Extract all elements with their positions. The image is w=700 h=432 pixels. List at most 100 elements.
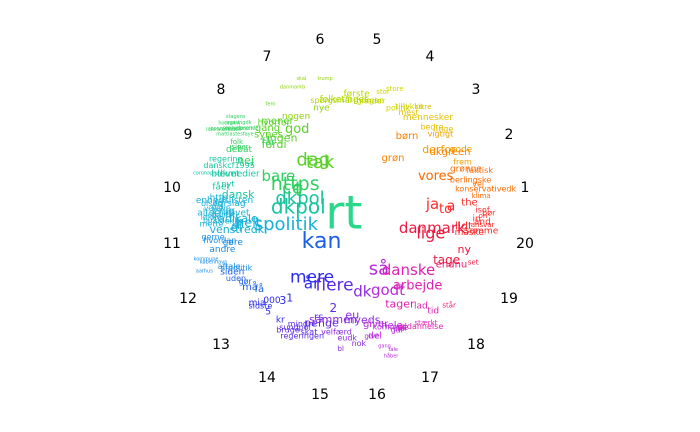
word-16-2: nok <box>352 339 367 348</box>
word-11-10: alternativet <box>197 208 250 218</box>
word-8-7: dag <box>296 149 330 170</box>
word-7-0: nogen <box>282 112 310 122</box>
word-14-8: mia <box>249 298 266 308</box>
word-11-13: pia <box>211 202 223 211</box>
word-7-2: skal <box>296 76 306 82</box>
word-9-1: t <box>295 177 303 201</box>
word-3-1: derfor <box>422 143 456 156</box>
word-11-0: spolitik <box>254 214 319 235</box>
word-10-6: dkmedier <box>217 169 260 179</box>
word-10-4: coronapas <box>193 171 219 177</box>
word-10-5: blevet <box>211 170 240 180</box>
cluster-label-3: 3 <box>472 82 481 98</box>
word-8-2: gang <box>255 123 280 134</box>
word-17-2: se <box>398 323 409 333</box>
word-9-0: co <box>282 178 303 199</box>
extra-word-0: dkgreen <box>429 147 470 158</box>
word-1-10: lidt <box>455 219 473 232</box>
word-20-3: set <box>468 258 479 266</box>
word-9-14: stagens <box>226 114 246 120</box>
word-1-5: bør <box>482 208 496 217</box>
word-9-6: siger <box>231 143 248 151</box>
cluster-label-10: 10 <box>163 180 181 196</box>
word-11-12: venstre <box>204 205 230 213</box>
word-4-2: mennesker <box>403 113 453 123</box>
word-9-10: bonnyongelbrech <box>210 126 254 132</box>
word-8-8: god <box>285 122 309 137</box>
word-10-2: fået <box>212 182 230 193</box>
word-4-3: bedre <box>420 123 443 132</box>
word-1-3: to <box>439 202 452 217</box>
word-4-1: sikre <box>415 103 432 111</box>
word-18-5: uddannelse <box>397 322 444 331</box>
word-11-6: larsloekke <box>203 217 244 226</box>
cluster-label-11: 11 <box>163 236 181 252</box>
word-16-0: dk <box>353 282 372 300</box>
word-8-3: ingen <box>267 132 298 145</box>
word-15-5: regeringen <box>280 331 324 340</box>
word-3-3: frem <box>453 158 472 167</box>
word-9-11: hounskw <box>218 120 240 126</box>
word-20-1: lige <box>416 224 445 243</box>
word-7-1: danmarkb <box>280 85 305 91</box>
word-2-4: vej <box>472 180 484 189</box>
word-1-7: in <box>472 214 480 224</box>
word-16-1: myeds <box>344 314 381 327</box>
word-1-12: måske <box>455 227 485 238</box>
word-5-0: glæder <box>357 96 386 105</box>
word-17-7: tale <box>388 347 398 353</box>
word-13-0: kan <box>302 229 342 254</box>
word-9-15: får <box>262 135 277 148</box>
word-11-15: forslag <box>215 199 246 209</box>
word-14-1: mere <box>290 268 334 288</box>
word-5-2: store <box>386 85 404 93</box>
extra-word-3: dkpol <box>275 188 324 209</box>
word-17-12: give <box>364 333 379 341</box>
word-18-2: tid <box>427 307 439 317</box>
word-14-0: år <box>304 275 320 293</box>
word-17-9: gang <box>378 343 391 349</box>
word-20-4: tage <box>433 253 460 267</box>
word-15-1: flere <box>315 275 353 295</box>
word-10-8: regering <box>209 154 243 163</box>
word-6-0: spørgsmål <box>310 95 351 105</box>
cluster-label-12: 12 <box>179 291 197 307</box>
word-2-1: grønne <box>450 165 482 175</box>
word-5-1: stor <box>376 88 390 96</box>
word-15-4: skat <box>301 328 318 337</box>
word-18-6: tager <box>385 297 415 310</box>
word-8-0: fordi <box>262 138 287 151</box>
word-9-2: nej <box>237 154 254 167</box>
word-6-2: første <box>344 90 371 100</box>
word-11-3: sf <box>232 221 241 232</box>
word-18-3: lad <box>414 301 428 311</box>
word-12-1: aftale <box>218 262 241 271</box>
word-12-8: gerne <box>202 233 225 242</box>
word-4-0: mest <box>398 108 418 117</box>
word-9-12: sophielosehde <box>222 126 258 132</box>
word-16-6: velfærd <box>321 328 352 337</box>
word-9-3: bare <box>262 167 296 185</box>
word-12-5: andre <box>209 245 235 255</box>
word-9-9: mattiastesfaye <box>216 132 253 138</box>
word-3-0: vigtigt <box>428 130 454 139</box>
cluster-label-7: 7 <box>263 49 272 65</box>
word-1-11: samme <box>465 227 499 237</box>
word-13-4: uden <box>226 274 246 283</box>
word-11-16: enhedslisten <box>196 196 253 206</box>
cluster-label-9: 9 <box>184 127 193 143</box>
cluster-label-20: 20 <box>516 236 534 252</box>
word-6-3: morgen <box>353 96 384 105</box>
word-6-1: folketinget <box>320 95 369 105</box>
word-20-0: danmark <box>399 219 466 237</box>
word-1-9: ansvar <box>471 221 495 229</box>
word-2-6: klima <box>472 192 491 200</box>
cluster-label-17: 17 <box>421 370 439 386</box>
word-1-8: and <box>474 218 491 228</box>
extra-word-2: grøn <box>382 153 405 164</box>
word-19-1: står <box>442 301 456 310</box>
cluster-label-16: 16 <box>368 387 386 403</box>
word-8-6: fem <box>266 102 276 108</box>
word-2-0: vores <box>418 169 454 184</box>
